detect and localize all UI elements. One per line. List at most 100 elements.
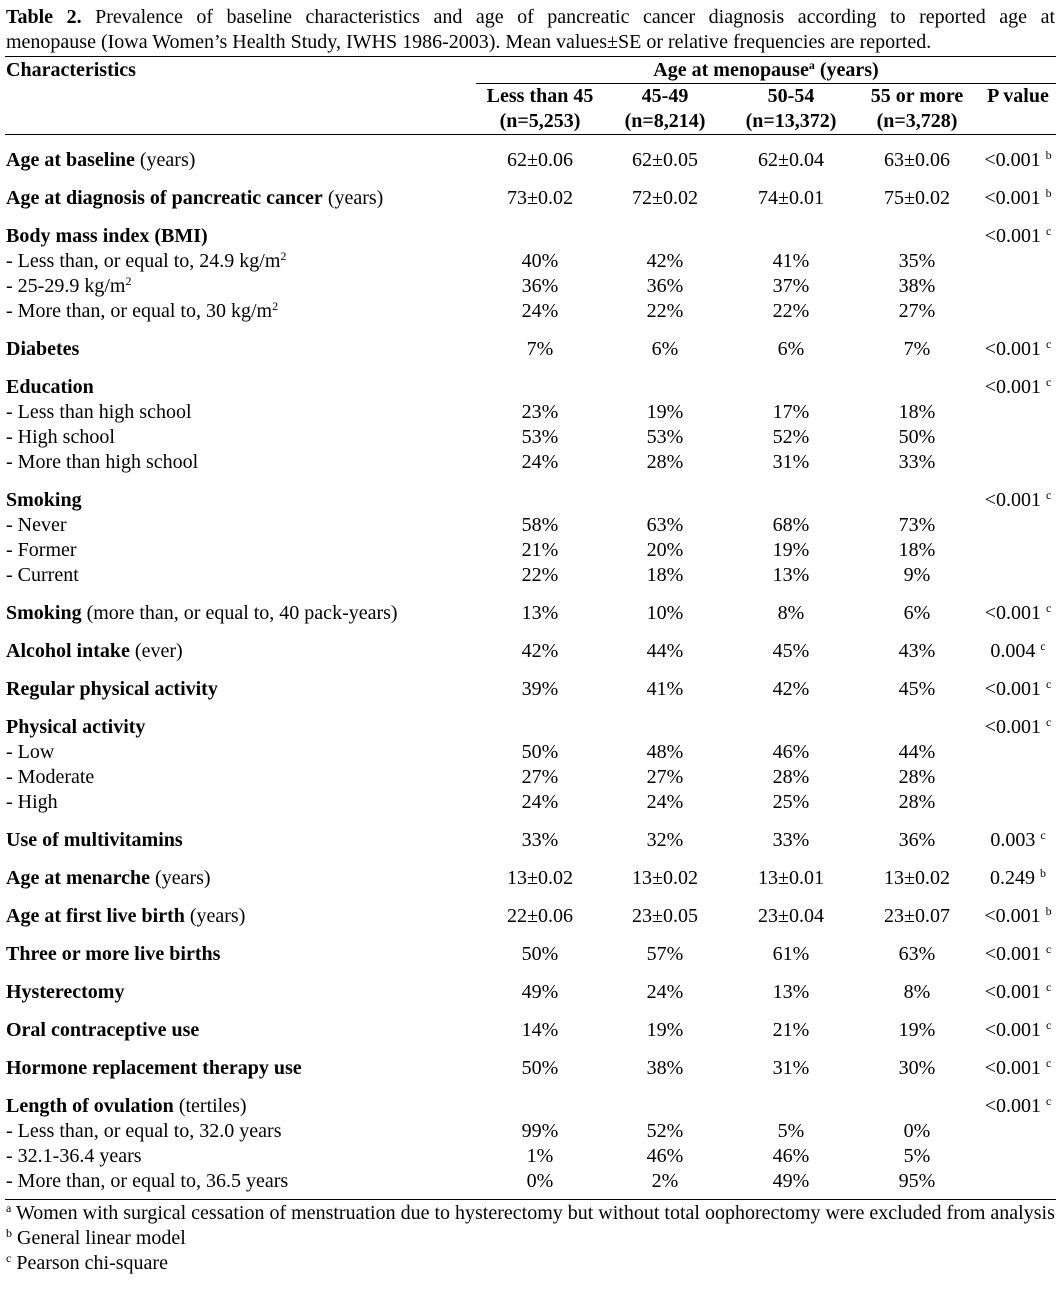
p-value: 0.004 c [990, 639, 1046, 662]
header-rule [5, 134, 1056, 135]
cell-value: 6% [651, 338, 679, 360]
table-row: - Less than high school 23% 19% 17% 18% [0, 400, 1062, 425]
row-label: Diabetes [6, 338, 80, 360]
row-label: - More than, or equal to, 30 kg/m2 [6, 299, 279, 322]
cell-value: 13±0.02 [507, 867, 573, 889]
cell-value: 28% [898, 766, 936, 788]
cell-value: 43% [898, 640, 936, 662]
cell-value: 1% [526, 1145, 554, 1167]
cell-value: 24% [521, 451, 559, 473]
cell-value: 5% [777, 1120, 805, 1142]
p-value: <0.001 c [984, 677, 1052, 700]
caption-text: Prevalence of baseline characteristics a… [95, 6, 1055, 28]
row-label: - Less than, or equal to, 32.0 years [6, 1120, 282, 1142]
cell-value: 57% [646, 943, 684, 965]
cell-value: 27% [898, 300, 936, 322]
cell-value: 46% [772, 1145, 810, 1167]
cell-value: 42% [646, 250, 684, 272]
table-row: - Former 21% 20% 19% 18% [0, 538, 1062, 563]
cell-value: 35% [898, 250, 936, 272]
cell-value: 5% [903, 1145, 931, 1167]
p-value: <0.001 c [984, 1018, 1052, 1041]
cell-value: 72±0.02 [632, 187, 698, 209]
cell-value: 13% [772, 564, 810, 586]
row-label: - Less than high school [6, 401, 192, 423]
cell-value: 22±0.06 [507, 905, 573, 927]
cell-value: 50% [521, 1057, 559, 1079]
cell-value: 68% [772, 514, 810, 536]
row-label: Physical activity [6, 716, 146, 738]
bottom-rule [5, 1199, 1056, 1200]
cell-value: 33% [898, 451, 936, 473]
top-rule [5, 56, 1056, 57]
cell-value: 45% [898, 678, 936, 700]
row-label: - Moderate [6, 766, 95, 788]
table-row: Body mass index (BMI) <0.001 c [0, 224, 1062, 249]
caption-text-2: menopause (Iowa Women’s Health Study, IW… [6, 31, 932, 53]
cell-value: 20% [646, 539, 684, 561]
cell-value: 6% [777, 338, 805, 360]
row-label: Hysterectomy [6, 981, 125, 1003]
footnote: a Women with surgical cessation of menst… [6, 1201, 1055, 1224]
cell-value: 50% [898, 426, 936, 448]
row-label: Hormone replacement therapy use [6, 1057, 302, 1079]
cell-value: 52% [646, 1120, 684, 1142]
cell-value: 0% [526, 1170, 554, 1192]
cell-value: 18% [898, 401, 936, 423]
cell-value: 42% [772, 678, 810, 700]
cell-value: 44% [646, 640, 684, 662]
cell-value: 37% [772, 275, 810, 297]
p-value: <0.001 c [984, 715, 1052, 738]
row-label: Body mass index (BMI) [6, 225, 208, 247]
table-row: Education <0.001 c [0, 375, 1062, 400]
table-row: Oral contraceptive use 14% 19% 21% 19% <0.001… [0, 1018, 1062, 1043]
cell-value: 62±0.06 [507, 149, 573, 171]
table-row: Age at diagnosis of pancreatic cancer (y… [0, 186, 1062, 211]
row-label: Age at baseline (years) [6, 149, 196, 171]
table-row: Age at first live birth (years) 22±0.06 23… [0, 904, 1062, 929]
table-row: - High 24% 24% 25% 28% [0, 790, 1062, 815]
cell-value: 22% [772, 300, 810, 322]
cell-value: 22% [646, 300, 684, 322]
header-characteristics: Characteristics [6, 59, 136, 81]
cell-value: 95% [898, 1170, 936, 1192]
row-label: Smoking [6, 489, 82, 511]
table-row: Physical activity <0.001 c [0, 715, 1062, 740]
cell-value: 46% [646, 1145, 684, 1167]
table-row: - Less than, or equal to, 32.0 years 99% 5… [0, 1119, 1062, 1144]
column-header: 55 or more (n=3,728) [870, 85, 964, 132]
cell-value: 41% [772, 250, 810, 272]
cell-value: 2% [651, 1170, 679, 1192]
table-row: Hysterectomy 49% 24% 13% 8% <0.001 c [0, 980, 1062, 1005]
cell-value: 19% [646, 1019, 684, 1041]
table-row: - Never 58% 63% 68% 73% [0, 513, 1062, 538]
column-header: 45-49 (n=8,214) [624, 85, 706, 132]
cell-value: 36% [521, 275, 559, 297]
table-caption: Table 2. Prevalence of baseline characte… [6, 5, 1055, 55]
p-value: <0.001 c [984, 1094, 1052, 1117]
row-label: - Less than, or equal to, 24.9 kg/m2 [6, 249, 287, 272]
cell-value: 23±0.04 [758, 905, 824, 927]
cell-value: 19% [772, 539, 810, 561]
cell-value: 0% [903, 1120, 931, 1142]
table-row: Three or more live births 50% 57% 61% 63% <0.… [0, 942, 1062, 967]
cell-value: 13±0.02 [632, 867, 698, 889]
table-row: - High school 53% 53% 52% 50% [0, 425, 1062, 450]
row-label: Oral contraceptive use [6, 1019, 200, 1041]
row-label: Regular physical activity [6, 678, 218, 700]
p-value: <0.001 c [984, 337, 1052, 360]
row-label: - Current [6, 564, 79, 586]
cell-value: 38% [898, 275, 936, 297]
table-body: Age at baseline (years) 62±0.06 62±0.05 62±… [0, 135, 1062, 1194]
footnote: c Pearson chi-square [6, 1251, 168, 1274]
row-label: - 32.1-36.4 years [6, 1145, 142, 1167]
row-label: - High school [6, 426, 115, 448]
row-label: - Former [6, 539, 77, 561]
cell-value: 7% [903, 338, 931, 360]
cell-value: 21% [521, 539, 559, 561]
table-row: Diabetes 7% 6% 6% 7% <0.001 c [0, 337, 1062, 362]
p-value: <0.001 b [984, 186, 1052, 209]
row-label: - High [6, 791, 58, 813]
cell-value: 48% [646, 741, 684, 763]
cell-value: 41% [646, 678, 684, 700]
